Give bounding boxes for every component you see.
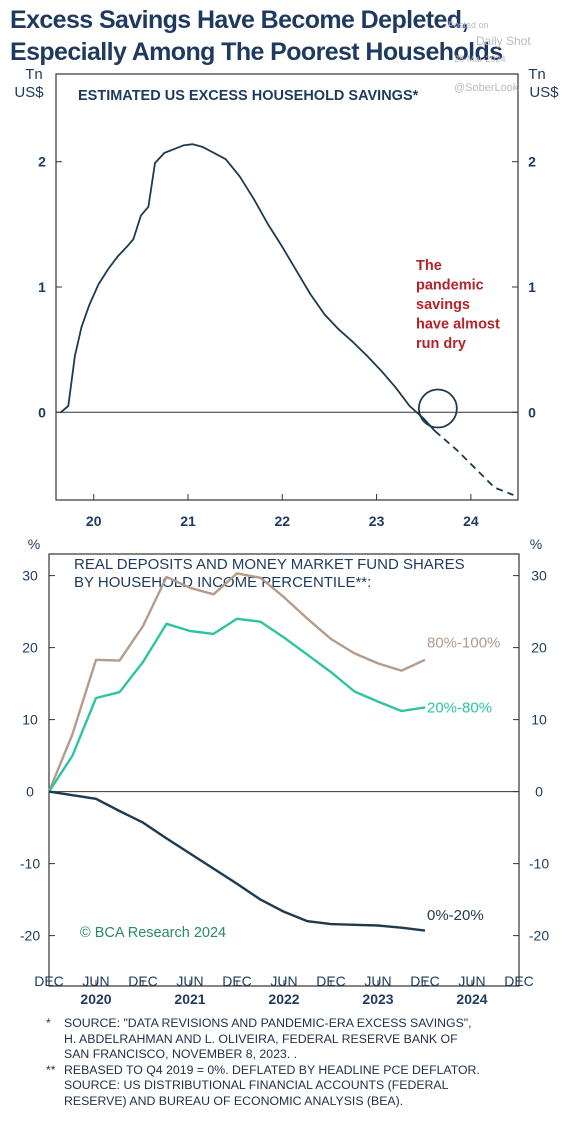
chart2-xtick-label: JUN [270,973,297,989]
chart2-xtick-label: DEC [504,973,534,989]
chart2-ytick-label-right: 0 [535,784,543,800]
watermark-source: Daily Shot [476,34,531,48]
annotation-line: pandemic [416,278,484,294]
chart2-xtick-label: JUN [458,973,485,989]
chart2-title-line-1: REAL DEPOSITS AND MONEY MARKET FUND SHAR… [74,556,465,573]
footnote-mark [46,1094,64,1110]
chart2-ytick-label-left: 10 [22,712,38,728]
watermark-posted-on: Posted on [448,20,489,30]
chart2-ytick-label-left: 20 [22,640,38,656]
highlight-circle [417,388,458,429]
footnotes: * SOURCE: "DATA REVISIONS AND PANDEMIC-ER… [46,1016,556,1110]
footnote-text: H. ABDELRAHMAN AND L. OLIVEIRA, FEDERAL … [64,1031,458,1046]
savings-line-dashed [434,430,514,496]
chart2-title-line-2: BY HOUSEHOLD INCOME PERCENTILE**: [74,574,371,591]
chart2-unit-right: % [530,536,542,552]
chart1-xtick-label: 21 [180,513,196,529]
series-label-20%-80%: 20%-80% [427,699,492,716]
chart2-xtick-label: DEC [34,973,64,989]
footnote-line: RESERVE) AND BUREAU OF ECONOMIC ANALYSIS… [46,1094,556,1110]
footnote-text: SOURCE: "DATA REVISIONS AND PANDEMIC-ERA… [64,1016,472,1030]
chart1-axes: 0 01 12 220 21 22 23 24 [38,154,536,529]
chart1-ytick-label-left: 2 [38,154,46,170]
footnote-mark: * [46,1016,51,1030]
footnote-mark [46,1032,64,1048]
chart2-xtick-label: JUN [82,973,109,989]
footnote-line: H. ABDELRAHMAN AND L. OLIVEIRA, FEDERAL … [46,1032,556,1048]
series-line-0%-20% [48,790,426,932]
chart1-annotation: The pandemic savings have almost run dry [416,258,500,429]
footnote-mark [46,1047,64,1063]
chart2-xtick-label: JUN [176,973,203,989]
headline: Excess Savings Have Become Depleted, Esp… [10,4,503,68]
watermark: Posted on Daily Shot 28-Mar-2024 @SoberL… [448,20,560,100]
chart2-ytick-label-left: 0 [26,784,34,800]
footnote-mark [46,1078,64,1094]
chart2-ytick-label-right: 10 [531,712,547,728]
chart1-ytick-label-left: 1 [38,279,46,295]
chart2-xtick-label: DEC [316,973,346,989]
headline-line-2: Especially Among The Poorest Households [10,38,503,66]
chart2-ytick-label-left: -10 [20,856,40,872]
chart2-ytick-label-right: 30 [531,568,547,584]
chart2-xtick-label: DEC [128,973,158,989]
watermark-date: 28-Mar-2024 [454,54,506,64]
footnote-line: * SOURCE: "DATA REVISIONS AND PANDEMIC-ER… [46,1016,556,1032]
annotation-line: savings [416,297,470,313]
savings-line-solid [60,143,436,432]
chart1-unit-right-usd: US$ [529,84,559,101]
chart1-ytick-label-right: 1 [528,279,536,295]
chart1-xtick-label: 24 [463,513,479,529]
footnote-mark: ** [46,1062,56,1077]
chart2-series: 80%-100% 20%-80% 0%-20% [47,572,500,932]
annotation-line: run dry [416,336,466,352]
chart1-xtick-label: 20 [86,513,102,529]
footnote-line: ** REBASED TO Q4 2019 = 0%. DEFLATED BY H… [46,1063,556,1079]
chart1-xtick-label: 22 [274,513,290,529]
watermark-handle: @SoberLook [454,82,519,94]
series-label-80%-100%: 80%-100% [427,635,500,652]
chart2-ytick-label-right: -20 [529,928,549,944]
chart2-year-label: 2024 [456,991,487,1007]
footnote-line: SAN FRANCISCO, NOVEMBER 8, 2023. . [46,1047,556,1063]
annotation-line: have almost [416,317,500,333]
chart1-ytick-label-left: 0 [38,404,46,420]
chart2-unit-left: % [28,536,40,552]
excess-savings-chart: Tn US$ Tn US$ ESTIMATED US EXCESS HOUSEH… [14,66,559,529]
chart2-year-label: 2020 [80,991,111,1007]
chart2-xtick-label: JUN [364,973,391,989]
chart2-year-label: 2022 [268,991,299,1007]
chart1-unit-left-tn: Tn [25,66,43,83]
chart1-ytick-label-right: 2 [528,154,536,170]
footnote-text: REBASED TO Q4 2019 = 0%. DEFLATED BY HEA… [64,1062,480,1077]
chart2-ytick-label-right: -10 [529,856,549,872]
chart2-credit: © BCA Research 2024 [80,925,226,941]
headline-line-1: Excess Savings Have Become Depleted, [10,6,468,34]
series-line-80%-100% [47,572,426,793]
footnote-line: SOURCE: US DISTRIBUTIONAL FINANCIAL ACCO… [46,1078,556,1094]
chart2-ytick-label-right: 20 [531,640,547,656]
chart2-year-label: 2023 [362,991,393,1007]
chart2-year-label: 2021 [174,991,205,1007]
series-label-0%-20%: 0%-20% [427,907,484,924]
chart2-xtick-label: DEC [410,973,440,989]
chart2-ytick-label-left: 30 [22,568,38,584]
footnote-text: SAN FRANCISCO, NOVEMBER 8, 2023. . [64,1047,298,1062]
series-line-20%-80% [47,617,426,793]
chart1-ytick-label-right: 0 [528,404,536,420]
chart1-title: ESTIMATED US EXCESS HOUSEHOLD SAVINGS* [78,88,419,104]
chart1-unit-right-tn: Tn [528,66,546,83]
chart1-labels: Tn US$ Tn US$ ESTIMATED US EXCESS HOUSEH… [14,66,559,104]
chart1-unit-left-usd: US$ [14,84,44,101]
chart2-ytick-label-left: -20 [20,928,40,944]
deposits-by-income-chart: % % REAL DEPOSITS AND MONEY MARKET FUND … [20,536,549,1007]
footnote-text: SOURCE: US DISTRIBUTIONAL FINANCIAL ACCO… [64,1078,449,1093]
annotation-line: The [416,258,442,274]
chart1-series [60,143,514,496]
chart2-xtick-label: DEC [222,973,252,989]
footnote-text: RESERVE) AND BUREAU OF ECONOMIC ANALYSIS… [64,1093,404,1108]
chart1-xtick-label: 23 [369,513,385,529]
